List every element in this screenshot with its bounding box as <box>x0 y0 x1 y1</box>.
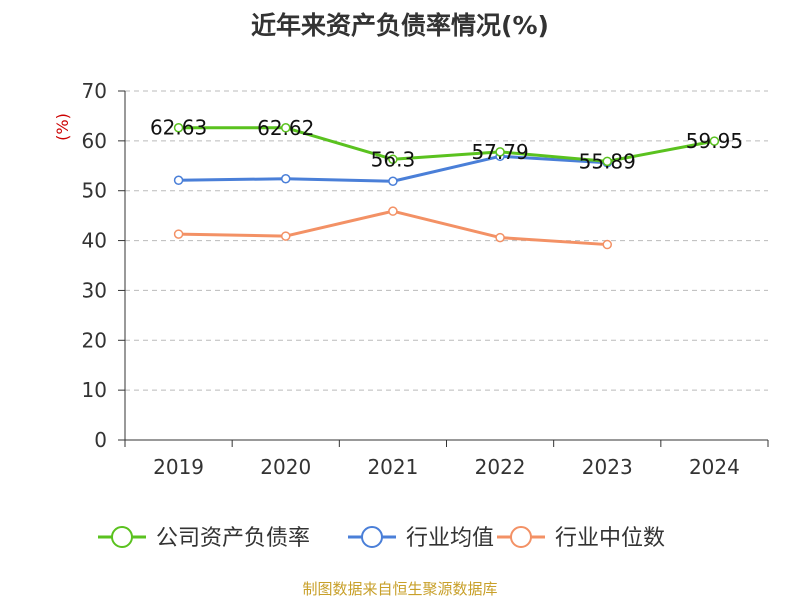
data-point <box>173 122 184 133</box>
x-tick-label: 2022 <box>475 455 526 479</box>
x-tick-label: 2021 <box>367 455 418 479</box>
y-tick-label: 10 <box>82 378 107 402</box>
data-label: 62.62 <box>257 116 314 140</box>
legend-swatch-marker <box>361 526 383 548</box>
y-axis-label: (%) <box>53 113 72 141</box>
x-tick-label: 2023 <box>582 455 633 479</box>
data-point <box>495 147 505 157</box>
data-point <box>281 123 291 133</box>
data-label: 57.79 <box>471 140 528 164</box>
data-point <box>602 239 612 250</box>
data-point <box>602 156 612 167</box>
source-note: 制图数据来自恒生聚源数据库 <box>302 580 498 598</box>
data-point <box>173 229 184 239</box>
y-tick-label: 20 <box>82 328 107 352</box>
y-tick-label: 30 <box>82 278 107 302</box>
legend-swatch-marker <box>111 526 133 548</box>
data-label: 62.63 <box>150 116 207 140</box>
y-tick-label: 50 <box>82 179 107 203</box>
legend: 公司资产负债率 行业均值 行业中位数 <box>98 526 665 551</box>
y-tick-label: 70 <box>82 79 107 103</box>
data-point <box>388 206 398 216</box>
series-lines <box>173 122 720 250</box>
data-label: 59.95 <box>686 129 743 153</box>
grid-lines <box>125 90 768 391</box>
series-line <box>178 126 715 163</box>
y-tick-label: 0 <box>94 428 107 452</box>
y-tick-label: 40 <box>82 229 107 253</box>
chart-title: 近年来资产负债率情况(%) <box>251 11 549 40</box>
axes <box>118 90 769 447</box>
y-axis-ticks: 0 10 20 30 40 50 60 70 <box>82 79 107 452</box>
data-point <box>495 232 505 243</box>
x-tick-label: 2024 <box>689 455 740 479</box>
series-line <box>178 209 608 247</box>
data-point <box>388 154 398 165</box>
legend-label: 行业中位数 <box>555 526 665 551</box>
y-tick-label: 60 <box>82 129 107 153</box>
legend-label: 行业均值 <box>406 526 494 551</box>
legend-swatch-marker <box>510 526 532 548</box>
data-point <box>281 173 291 184</box>
x-axis-ticks: 2019 2020 2021 2022 2023 2024 <box>153 455 740 479</box>
x-tick-label: 2019 <box>153 455 204 479</box>
data-label: 55.89 <box>579 149 636 173</box>
data-labels: 62.63 62.62 56.3 57.79 55.89 59.95 <box>150 116 743 174</box>
data-label: 56.3 <box>371 147 416 171</box>
data-point <box>281 231 291 241</box>
data-point <box>709 136 720 146</box>
legend-label: 公司资产负债率 <box>156 526 310 551</box>
x-tick-label: 2020 <box>260 455 311 479</box>
data-point <box>173 175 184 185</box>
data-point <box>388 176 398 186</box>
